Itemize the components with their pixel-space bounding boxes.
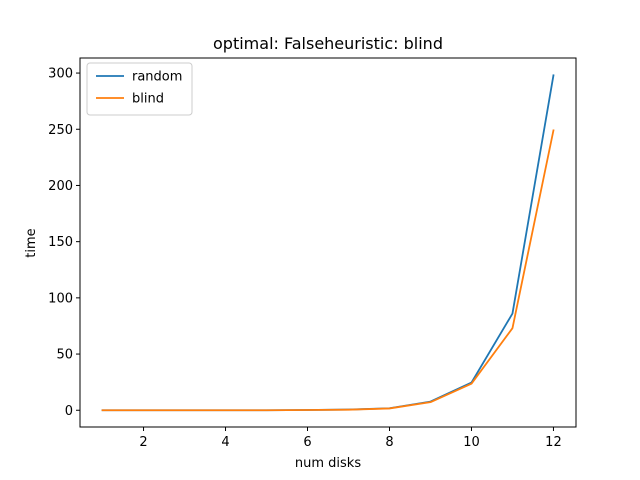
x-tick-label: 10 — [463, 435, 480, 450]
x-axis: 2 4 6 8 10 12 — [139, 427, 562, 450]
y-tick-label: 150 — [48, 235, 73, 250]
x-tick-label: 4 — [221, 435, 229, 450]
x-tick-label: 12 — [545, 435, 562, 450]
plot-frame — [79, 57, 577, 428]
y-tick-label: 100 — [48, 291, 73, 306]
y-axis-label: time — [24, 228, 39, 257]
legend-label-random: random — [132, 70, 182, 85]
y-tick-label: 0 — [65, 404, 73, 419]
x-tick-label: 2 — [139, 435, 147, 450]
series-line-blind — [101, 129, 555, 412]
y-tick-label: 50 — [56, 348, 73, 363]
y-axis: 0 50 100 150 200 250 300 — [48, 67, 80, 419]
x-axis-label: num disks — [295, 456, 361, 471]
y-tick-label: 200 — [48, 179, 73, 194]
x-tick-label: 8 — [385, 435, 393, 450]
y-tick-label: 300 — [48, 67, 73, 82]
y-tick-label: 250 — [48, 123, 73, 138]
legend: random blind — [86, 62, 193, 116]
chart-title: optimal: Falseheuristic: blind — [213, 34, 443, 53]
x-tick-label: 6 — [303, 435, 311, 450]
legend-label-blind: blind — [132, 92, 164, 107]
plot-area — [101, 74, 555, 412]
